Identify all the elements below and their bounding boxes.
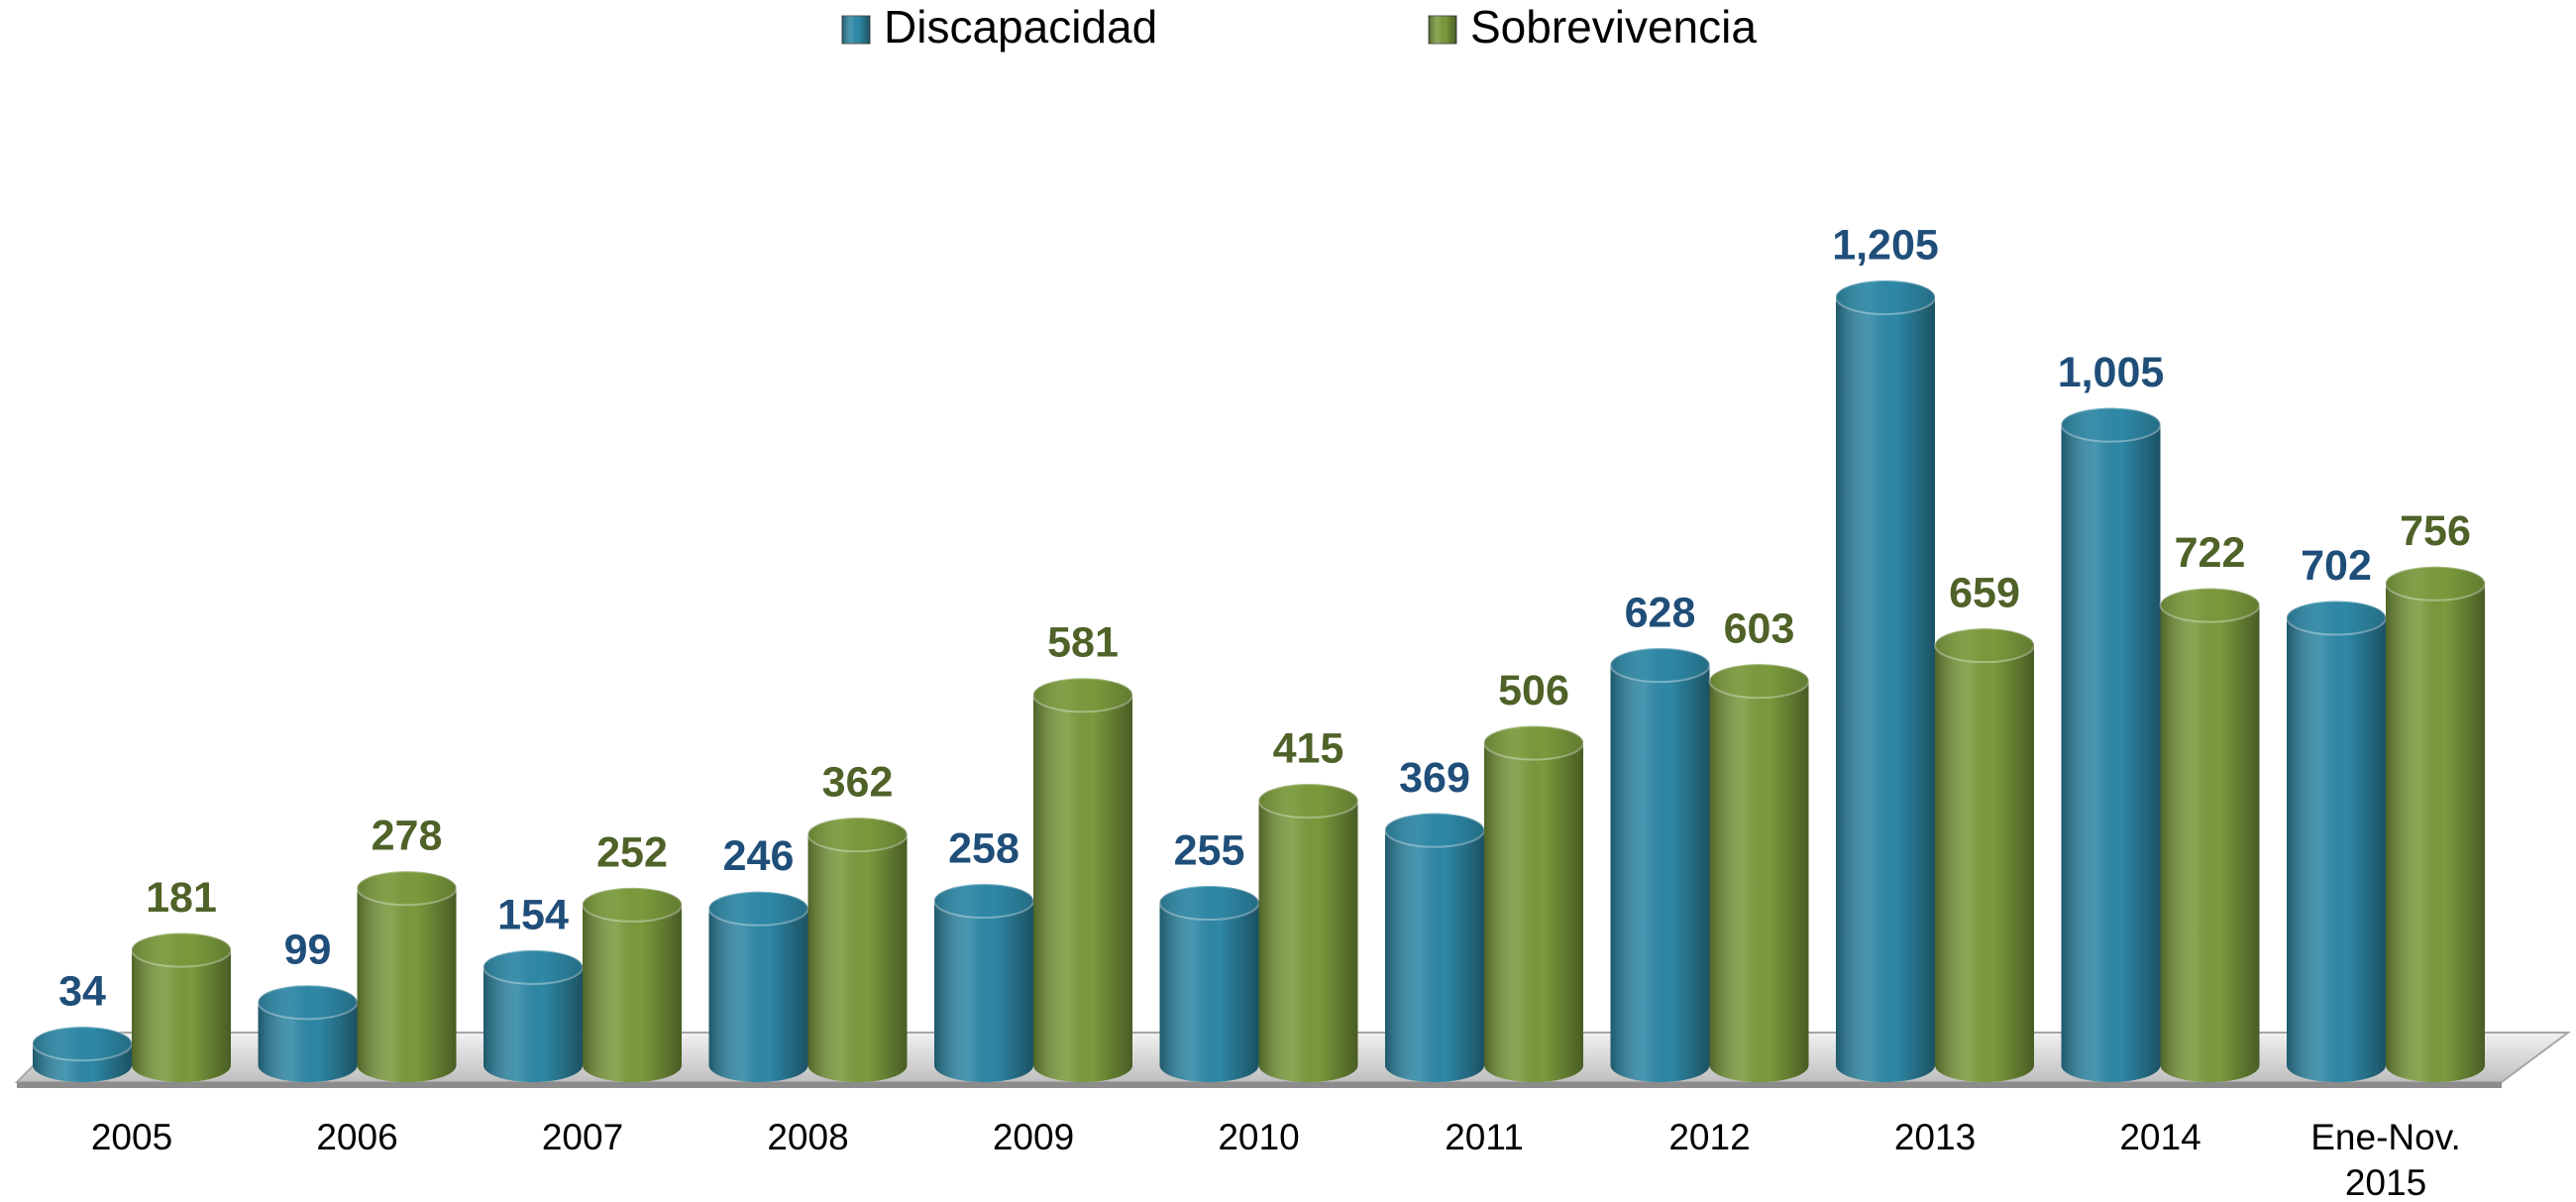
x-tick-label: 2013 (1893, 1117, 1977, 1157)
cylinder-top-shade (1484, 725, 1583, 760)
cylinder-top-shade (132, 932, 231, 967)
cylinder-shade (1935, 628, 2034, 1082)
x-tick-label: 2007 (541, 1117, 624, 1157)
data-label: 756 (2400, 507, 2471, 555)
legend-label: Sobrevivencia (1470, 1, 1757, 53)
cylinder-shade (1836, 280, 1935, 1082)
legend-marker-shade (1429, 16, 1456, 44)
data-label: 722 (2175, 529, 2246, 577)
cylinder-top-shade (1385, 813, 1484, 847)
data-label: 255 (1174, 826, 1245, 874)
x-tick-label: 2005 (90, 1117, 173, 1157)
x-tick-label: 2011 (1445, 1117, 1524, 1157)
data-label: 154 (497, 891, 569, 938)
data-label: 603 (1724, 605, 1795, 653)
data-label: 181 (146, 874, 217, 922)
data-label: 246 (723, 832, 795, 880)
cylinder-top-shade (2160, 588, 2260, 622)
cylinder-top-shade (1159, 885, 1259, 920)
cylinder-shade (357, 871, 457, 1082)
data-label: 1,205 (1832, 221, 1939, 269)
data-label: 258 (948, 824, 1020, 872)
cylinder-top-shade (2386, 566, 2485, 601)
cylinder-top-shade (1033, 678, 1132, 712)
cylinder-shade (2287, 601, 2386, 1082)
cylinder-top-shade (483, 949, 583, 984)
data-label: 506 (1498, 667, 1569, 714)
cylinder-top-shade (357, 871, 457, 906)
cylinder-top-shade (1258, 784, 1358, 819)
x-tick-label: 2012 (1668, 1117, 1751, 1157)
cylinder-shade (1709, 664, 1809, 1082)
data-label: 702 (2301, 542, 2372, 590)
cylinder-shade (483, 949, 583, 1082)
cylinder-top-shade (1610, 648, 1710, 683)
x-tick-label: 2009 (992, 1117, 1075, 1157)
cylinder-shade (1484, 725, 1583, 1082)
x-tick-label: 2008 (767, 1117, 849, 1157)
cylinder-top-shade (2061, 407, 2161, 442)
cylinder-shade (2160, 588, 2260, 1082)
cylinder-shade (1385, 813, 1484, 1082)
cylinder-top-shade (583, 887, 682, 922)
data-label: 659 (1949, 570, 2020, 617)
cylinder-top-shade (1836, 280, 1935, 314)
x-tick-label: 2010 (1218, 1117, 1300, 1157)
cylinder-top-shade (807, 818, 908, 852)
cylinder-top-shade (258, 985, 358, 1020)
cylinder-shade (934, 884, 1033, 1082)
x-tick-label: 2014 (2119, 1117, 2201, 1157)
cylinder-top-shade (934, 884, 1033, 919)
cylinder-top-shade (1709, 664, 1809, 699)
data-label: 581 (1047, 619, 1119, 667)
cylinder-top-shade (2287, 601, 2386, 635)
cylinder-shade (807, 818, 908, 1082)
data-label: 415 (1273, 724, 1344, 772)
cylinder-shade (2061, 407, 2161, 1082)
data-label: 369 (1399, 754, 1470, 802)
cylinder-top-shade (33, 1027, 132, 1061)
cylinder-top-shade (1935, 628, 2034, 663)
x-tick-label: Ene-Nov. 2015 (2310, 1117, 2461, 1202)
data-label: 34 (58, 967, 106, 1015)
data-label: 278 (372, 813, 443, 860)
x-tick-label: 2006 (316, 1117, 398, 1157)
cylinder-shade (1159, 885, 1259, 1082)
cylinder-shade (708, 891, 808, 1082)
cylinder-shade (1258, 784, 1358, 1082)
floor-edge (17, 1082, 2502, 1088)
data-label: 99 (284, 927, 332, 974)
data-label: 252 (596, 828, 668, 876)
cylinder-shade (1610, 648, 1710, 1082)
cylinder-top-shade (708, 891, 808, 926)
data-label: 362 (822, 759, 894, 807)
cylinder-shade (132, 932, 231, 1082)
cylinder-shade (583, 887, 682, 1082)
data-label: 628 (1625, 589, 1696, 636)
data-label: 1,005 (2058, 349, 2165, 396)
legend-marker-shade (842, 16, 870, 44)
legend-label: Discapacidad (884, 1, 1157, 53)
cylinder-shade (2386, 566, 2485, 1082)
cylinder-shade (1033, 678, 1132, 1082)
